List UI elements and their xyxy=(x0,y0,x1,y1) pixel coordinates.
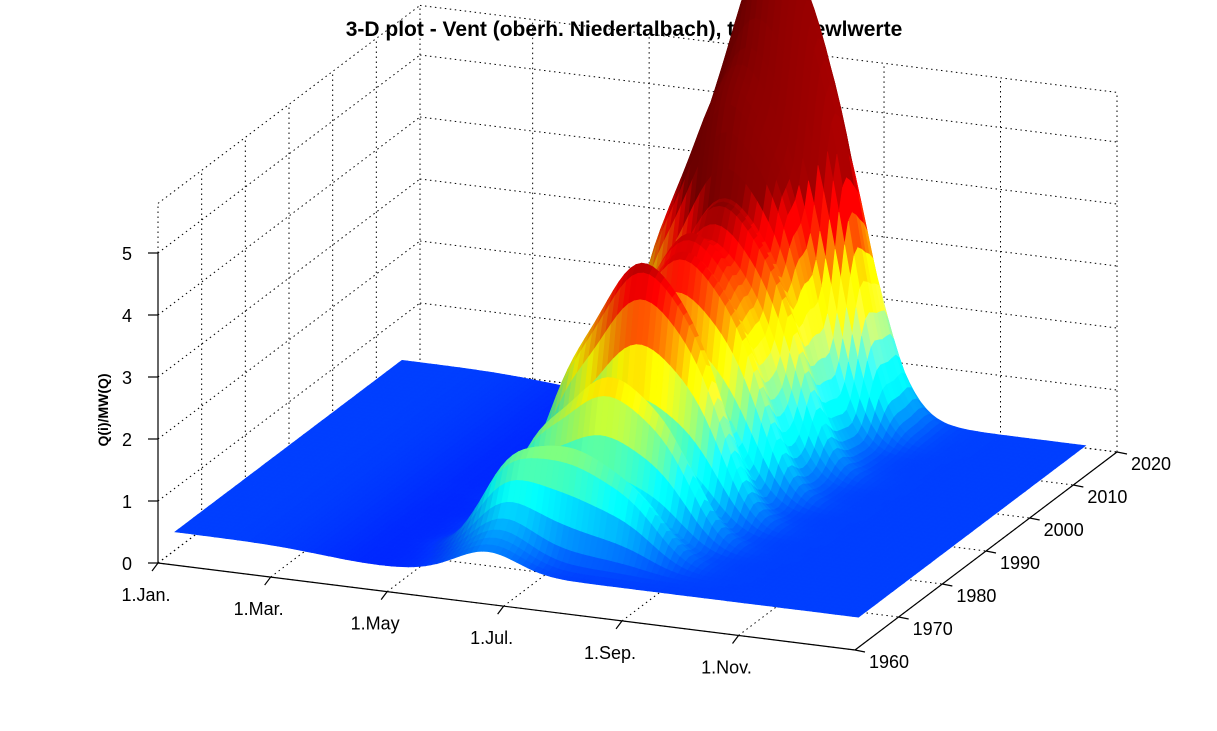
grid-line-side-z xyxy=(157,116,421,316)
surface-plot xyxy=(174,0,1087,618)
